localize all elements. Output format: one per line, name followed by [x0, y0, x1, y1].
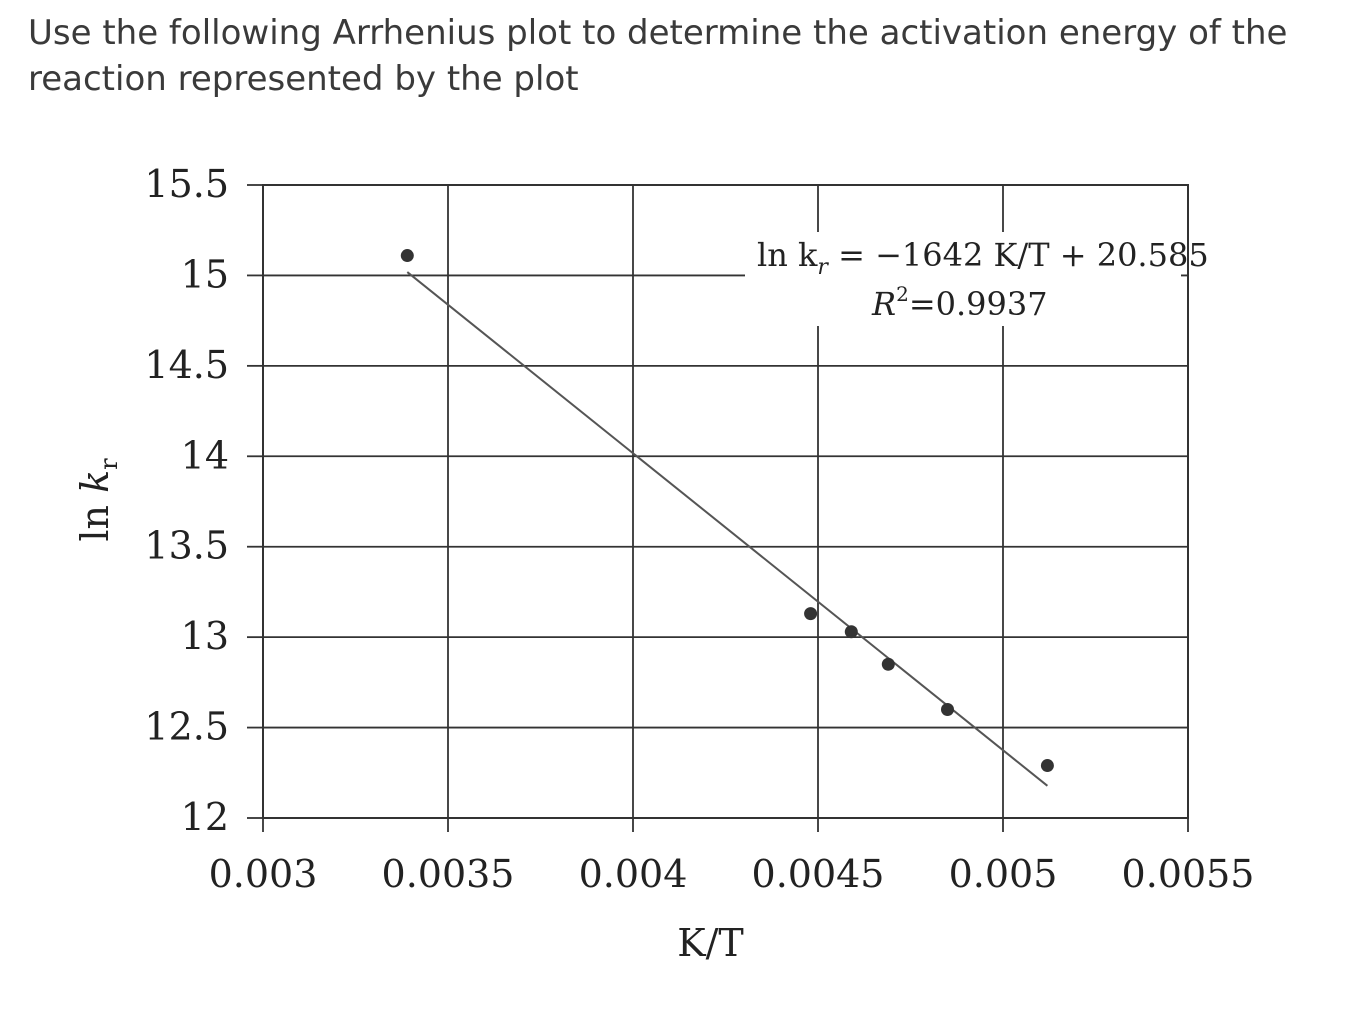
equation-rest: = −1642 K/T + 20.585 [828, 236, 1209, 274]
x-tick-label: 0.005 [949, 852, 1058, 896]
equation-prefix: ln k [757, 236, 818, 274]
x-axis-label: K/T [677, 921, 744, 965]
r2-superscript: 2 [896, 282, 909, 306]
x-tick-label: 0.004 [579, 852, 688, 896]
y-label-k: k [73, 470, 117, 493]
y-tick-label: 15 [181, 252, 229, 296]
equation-annotation: ln kr = −1642 K/T + 20.585 R2=0.9937 [745, 232, 1209, 326]
tick-labels: 15.5 15 14.5 14 13.5 13 12.5 12 0.003 0.0035 0.004… [144, 162, 1254, 896]
question-line-2: reaction represented by the plot [28, 59, 579, 99]
equation-background [745, 232, 1181, 326]
y-label-subscript: r [95, 458, 123, 470]
trendline-equation: ln kr = −1642 K/T + 20.585 [757, 236, 1209, 280]
y-tick-label: 13 [181, 614, 229, 658]
r2-label: R [871, 285, 896, 323]
trendline [406, 271, 1049, 787]
plot-grid [262, 184, 1189, 819]
x-tick-label: 0.0045 [752, 852, 885, 896]
data-point [941, 702, 954, 716]
data-point [804, 607, 818, 621]
x-tick-label: 0.0055 [1122, 852, 1255, 896]
question-text: Use the following Arrhenius plot to dete… [28, 10, 1328, 102]
data-points [400, 249, 1054, 773]
y-tick-label: 14 [181, 433, 229, 477]
x-tick-label: 0.003 [209, 852, 318, 896]
y-label-ln: ln [73, 493, 117, 542]
x-tick-label: 0.0035 [382, 852, 515, 896]
data-point [1040, 759, 1054, 773]
question-line-1: Use the following Arrhenius plot to dete… [28, 13, 1288, 53]
y-tick-label: 13.5 [144, 524, 229, 568]
y-tick-label: 12 [181, 795, 229, 839]
data-point [881, 657, 895, 671]
r-squared-value: R2=0.9937 [871, 282, 1048, 323]
r2-value: =0.9937 [909, 285, 1048, 323]
y-tick-label: 14.5 [144, 343, 229, 387]
y-tick-label: 12.5 [144, 705, 229, 749]
data-point [844, 625, 858, 639]
axis-ticks [247, 184, 1189, 832]
equation-subscript: r [817, 255, 829, 280]
y-tick-label: 15.5 [144, 162, 229, 206]
y-axis-label: ln kr [73, 458, 123, 542]
data-point [400, 249, 414, 263]
